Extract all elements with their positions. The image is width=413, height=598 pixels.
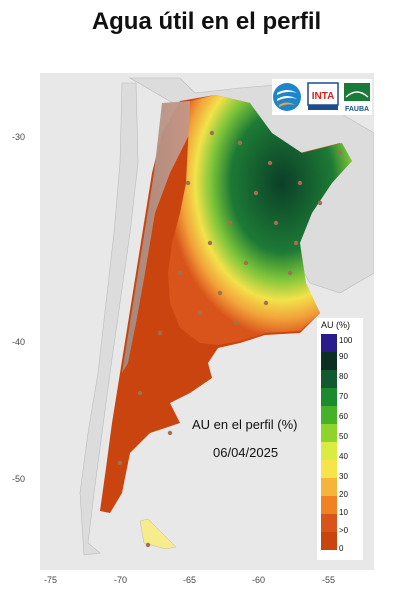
legend-swatch bbox=[321, 478, 337, 497]
legend-label: 30 bbox=[339, 472, 348, 481]
legend-swatch bbox=[321, 388, 337, 407]
inta-logo-text: INTA bbox=[312, 91, 335, 102]
legend-swatch bbox=[321, 334, 337, 353]
x-tick-label: -65 bbox=[183, 575, 197, 585]
y-tick-label: -40 bbox=[12, 337, 26, 347]
y-tick-label: -50 bbox=[12, 474, 26, 484]
station-dots bbox=[117, 130, 343, 548]
logo-row: INTA FAUBA bbox=[272, 79, 372, 115]
map-canvas bbox=[79, 77, 375, 556]
legend-swatch bbox=[321, 514, 337, 533]
legend-swatch bbox=[321, 352, 337, 371]
y-tick-label: -30 bbox=[12, 132, 26, 142]
legend-label: >0 bbox=[339, 526, 349, 535]
map-annotation-date: 06/04/2025 bbox=[213, 445, 279, 460]
x-tick-label: -55 bbox=[322, 575, 336, 585]
map-annotation-label: AU en el perfil (%) bbox=[192, 417, 298, 432]
legend-swatch bbox=[321, 532, 337, 550]
legend-label: 10 bbox=[339, 508, 348, 517]
legend-label: 60 bbox=[339, 412, 348, 421]
legend-label: 40 bbox=[339, 452, 348, 461]
legend-swatch bbox=[321, 424, 337, 443]
logo-strip: INTA FAUBA bbox=[272, 79, 372, 115]
humid-region bbox=[168, 95, 352, 345]
legend-label: 100 bbox=[339, 336, 353, 345]
x-tick-label: -60 bbox=[252, 575, 266, 585]
fauba-logo-text: FAUBA bbox=[345, 106, 369, 113]
andes-zone bbox=[122, 101, 190, 373]
legend-label: 0 bbox=[339, 544, 344, 553]
x-tick-label: -70 bbox=[114, 575, 128, 585]
inta-logo-icon: INTA bbox=[307, 82, 339, 110]
x-tick-label: -75 bbox=[44, 575, 58, 585]
legend-label: 70 bbox=[339, 392, 348, 401]
legend-swatch bbox=[321, 442, 337, 461]
legend-swatch bbox=[321, 460, 337, 479]
legend-colorbar bbox=[321, 334, 337, 550]
chile-strip bbox=[79, 82, 139, 556]
legend-swatch bbox=[321, 496, 337, 515]
legend-label: 20 bbox=[339, 490, 348, 499]
map-title: Agua útil en el perfil bbox=[91, 8, 322, 35]
fauba-logo-icon: FAUBA bbox=[344, 83, 370, 113]
tierra-del-fuego bbox=[139, 518, 177, 550]
legend-label: 50 bbox=[339, 432, 348, 441]
legend-label: 90 bbox=[339, 352, 348, 361]
legend-title: AU (%) bbox=[321, 320, 350, 330]
legend-swatch bbox=[321, 370, 337, 389]
water-logo-icon bbox=[273, 83, 301, 111]
legend: AU (%) 100 90 80 70 60 50 40 30 20 10 >0… bbox=[317, 318, 363, 560]
legend-swatch bbox=[321, 406, 337, 425]
legend-label: 80 bbox=[339, 372, 348, 381]
